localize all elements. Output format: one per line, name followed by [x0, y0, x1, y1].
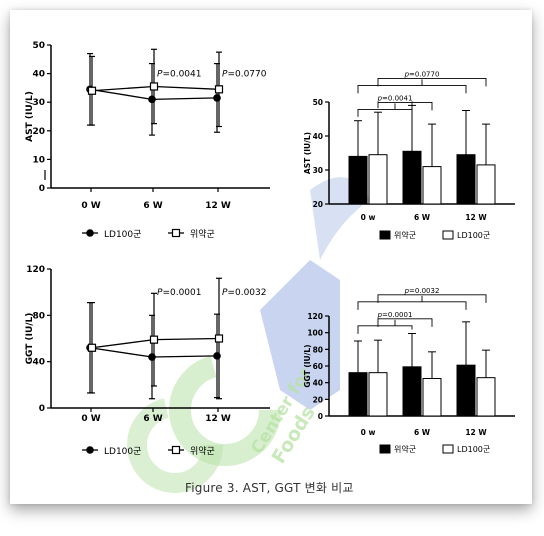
- bar: [402, 366, 422, 417]
- watermark-shape: [169, 354, 281, 466]
- y-tick-label: 0: [39, 404, 45, 414]
- bar: [368, 372, 388, 417]
- legend-marker: [86, 229, 94, 237]
- significance-bracket: [377, 101, 433, 111]
- p-value-annotation: p=0.0001: [377, 311, 413, 319]
- p-value-annotation: p=0.0032: [404, 287, 440, 295]
- data-point: [148, 353, 156, 361]
- p-value-annotation: P=0.0770: [222, 70, 267, 80]
- watermark-shape: [260, 260, 340, 410]
- bar: [456, 364, 476, 417]
- legend-marker: [86, 446, 94, 454]
- legend-swatch: [442, 230, 454, 240]
- legend-label: 위약군: [394, 444, 416, 454]
- y-tick-label: 0: [39, 184, 45, 194]
- y-tick-label: 30: [313, 166, 323, 175]
- data-point: [87, 343, 97, 352]
- p-value-annotation: P=0.0041: [157, 70, 201, 80]
- bar: [368, 154, 388, 205]
- legend-marker: [171, 228, 181, 238]
- significance-bracket: [357, 301, 467, 310]
- x-tick-label: 0 w: [361, 428, 376, 437]
- x-tick-label: 0 W: [81, 414, 100, 424]
- legend-label: LD100군: [104, 446, 141, 457]
- y-tick-label: 80: [313, 345, 323, 354]
- y-tick-label: 50: [32, 41, 45, 51]
- data-point: [213, 352, 221, 360]
- x-tick-label: 0 w: [361, 213, 376, 222]
- legend-swatch: [442, 444, 454, 454]
- watermark-shape: [127, 397, 223, 493]
- y-tick-label: 120: [307, 312, 323, 321]
- significance-bracket: [357, 84, 467, 94]
- bar: [422, 378, 442, 417]
- y-tick-label: 100: [307, 329, 323, 338]
- legend-marker: [171, 445, 181, 455]
- legend-label: LD100군: [457, 445, 490, 454]
- bar: [402, 150, 422, 205]
- y-tick-label: 20: [313, 395, 323, 404]
- bar: [348, 372, 368, 417]
- bar: [348, 155, 368, 205]
- p-value-annotation: p=0.0770: [404, 70, 440, 78]
- p-value-annotation: p=0.0041: [377, 94, 413, 102]
- bar: [422, 166, 442, 205]
- y-axis-label: AST (IU/L): [303, 132, 312, 174]
- y-tick-label: 10: [32, 155, 45, 165]
- data-point: [214, 85, 224, 94]
- y-tick-label: 30: [32, 98, 45, 108]
- x-tick-label: 12 W: [465, 213, 487, 222]
- bar: [476, 377, 496, 417]
- significance-bracket: [357, 101, 413, 117]
- legend-swatch: [379, 230, 391, 240]
- data-point: [148, 95, 156, 104]
- y-tick-label: 50: [313, 98, 323, 107]
- legend-label: 위약군: [190, 228, 215, 240]
- bar: [476, 164, 496, 205]
- y-tick-label: 40: [32, 70, 45, 80]
- data-point: [214, 334, 224, 343]
- data-point: [87, 86, 97, 95]
- figure-caption: Figure 3. AST, GGT 변화 비교: [185, 481, 354, 495]
- significance-bracket: [377, 294, 487, 303]
- significance-bracket: [357, 325, 413, 334]
- y-tick-label: 120: [26, 265, 45, 275]
- y-axis-label: GGT (IU/L): [25, 313, 35, 365]
- x-tick-label: 6 W: [414, 428, 431, 437]
- y-tick-label: 40: [313, 379, 323, 388]
- data-point: [213, 94, 221, 102]
- y-axis-label: AST (IU/L): [25, 91, 35, 142]
- y-tick-label: 40: [313, 132, 323, 141]
- significance-bracket: [377, 318, 433, 327]
- y-tick-label: 60: [313, 362, 323, 371]
- data-point: [149, 82, 159, 91]
- bar: [456, 154, 476, 205]
- legend-swatch: [379, 444, 391, 454]
- p-value-annotation: P=0.0032: [222, 288, 266, 298]
- data-point: [149, 335, 159, 344]
- legend-label: 위약군: [190, 445, 215, 457]
- legend-label: LD100군: [457, 231, 490, 240]
- y-tick-label: 40: [32, 358, 45, 368]
- y-tick-label: 0: [318, 412, 323, 421]
- legend-label: 위약군: [394, 230, 416, 240]
- x-tick-label: 6 W: [414, 213, 431, 222]
- x-tick-label: 6 W: [143, 414, 162, 424]
- y-tick-label: 20: [313, 200, 323, 209]
- p-value-annotation: P=0.0001: [157, 288, 201, 298]
- figure-card: Center for Foods 0 10 20 30 40 50 AST (IU/L) 0 W…: [10, 10, 532, 504]
- x-tick-label: 12 W: [205, 414, 231, 424]
- x-tick-label: 6 W: [143, 201, 162, 211]
- y-tick-label: 20: [32, 127, 45, 137]
- x-tick-label: 0 W: [81, 201, 100, 211]
- y-axis-label: GGT (IU/L): [303, 344, 312, 387]
- legend-label: LD100군: [104, 229, 141, 240]
- significance-bracket: [377, 77, 487, 87]
- x-tick-label: 12 W: [205, 201, 231, 211]
- x-tick-label: 12 W: [465, 428, 487, 437]
- y-tick-label: 80: [32, 311, 45, 321]
